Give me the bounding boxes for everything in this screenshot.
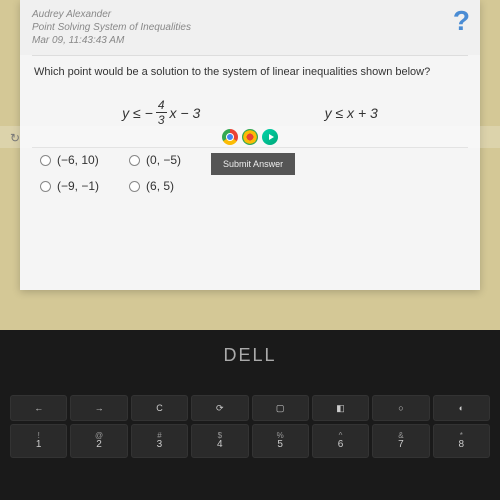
numerator: 4 xyxy=(156,98,167,113)
fraction: 4 3 xyxy=(156,98,167,127)
key-fullscreen[interactable]: ⟳ xyxy=(191,395,248,421)
play-icon[interactable] xyxy=(262,129,278,145)
number-row: !1 @2 #3 $4 %5 ^6 &7 *8 xyxy=(10,424,490,458)
function-row: ← → C ⟳ ▢ ◧ ○ ◐ xyxy=(10,395,490,421)
key-7[interactable]: &7 xyxy=(372,424,429,458)
quiz-header: Audrey Alexander Point Solving System of… xyxy=(20,0,480,55)
radio-icon[interactable] xyxy=(129,181,140,192)
equation-2: y ≤ x + 3 xyxy=(325,98,378,127)
option-b[interactable]: (0, −5) xyxy=(129,153,181,167)
desktop-background: Audrey Alexander Point Solving System of… xyxy=(0,0,500,330)
laptop-bezel: DELL xyxy=(0,330,500,380)
key-2[interactable]: @2 xyxy=(70,424,127,458)
option-label: (0, −5) xyxy=(146,153,181,167)
key-3[interactable]: #3 xyxy=(131,424,188,458)
submit-button[interactable]: Submit Answer xyxy=(211,153,295,175)
option-a[interactable]: (−6, 10) xyxy=(40,153,99,167)
chrome-icon[interactable] xyxy=(222,129,238,145)
help-icon[interactable]: ? xyxy=(453,5,470,37)
options-grid: (−6, 10) (0, −5) (−9, −1) (6, 5) xyxy=(40,153,181,193)
key-1[interactable]: !1 xyxy=(10,424,67,458)
options-area: (−6, 10) (0, −5) (−9, −1) (6, 5) Submit … xyxy=(20,148,480,198)
key-refresh[interactable]: C xyxy=(131,395,188,421)
key-overview[interactable]: ▢ xyxy=(252,395,309,421)
radio-icon[interactable] xyxy=(40,181,51,192)
denominator: 3 xyxy=(158,113,165,127)
option-label: (6, 5) xyxy=(146,179,174,193)
radio-icon[interactable] xyxy=(40,155,51,166)
option-c[interactable]: (−9, −1) xyxy=(40,179,99,193)
dell-logo: DELL xyxy=(223,345,276,366)
photos-icon[interactable] xyxy=(242,129,258,145)
taskbar xyxy=(0,126,500,148)
key-6[interactable]: ^6 xyxy=(312,424,369,458)
question-text: Which point would be a solution to the s… xyxy=(20,56,480,88)
key-brightness-up[interactable]: ○ xyxy=(372,395,429,421)
equation-1: y ≤ − 4 3 x − 3 xyxy=(122,98,200,127)
eq1-right: x − 3 xyxy=(170,105,201,121)
key-back[interactable]: ← xyxy=(10,395,67,421)
key-mute[interactable]: ◐ xyxy=(433,395,490,421)
key-brightness-down[interactable]: ◧ xyxy=(312,395,369,421)
option-d[interactable]: (6, 5) xyxy=(129,179,181,193)
radio-icon[interactable] xyxy=(129,155,140,166)
student-name: Audrey Alexander xyxy=(32,8,468,21)
timestamp: Mar 09, 11:43:43 AM xyxy=(32,34,468,47)
key-forward[interactable]: → xyxy=(70,395,127,421)
key-4[interactable]: $4 xyxy=(191,424,248,458)
eq1-left: y ≤ − xyxy=(122,105,153,121)
keyboard: ← → C ⟳ ▢ ◧ ○ ◐ !1 @2 #3 $4 %5 ^6 &7 *8 xyxy=(10,395,490,495)
key-5[interactable]: %5 xyxy=(252,424,309,458)
option-label: (−9, −1) xyxy=(57,179,99,193)
option-label: (−6, 10) xyxy=(57,153,99,167)
assignment-title: Point Solving System of Inequalities xyxy=(32,21,468,34)
key-8[interactable]: *8 xyxy=(433,424,490,458)
